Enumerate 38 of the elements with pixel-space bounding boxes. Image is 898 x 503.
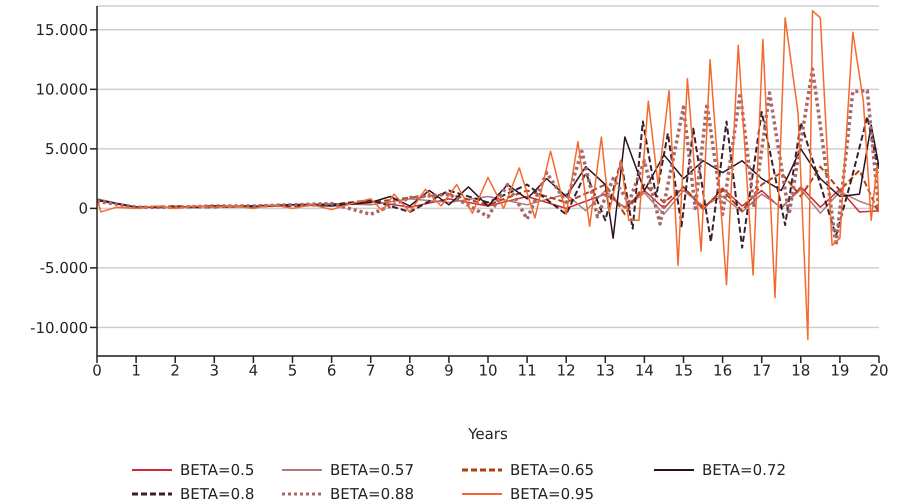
y-tick-label: 5.000: [45, 140, 88, 158]
legend-label: BETA=0.5: [180, 461, 254, 479]
y-tick-label: -5.000: [40, 259, 88, 278]
x-tick-label: 10: [478, 362, 498, 380]
x-tick-label: 14: [634, 362, 654, 380]
legend-label: BETA=0.72: [702, 461, 786, 479]
y-tick-label: 10.000: [36, 80, 88, 99]
x-tick-label: 11: [518, 362, 537, 380]
x-tick-label: 16: [713, 362, 732, 380]
y-tick-label: 0: [78, 200, 88, 218]
x-tick-label: 1: [131, 362, 141, 380]
line-series: [97, 67, 879, 248]
x-tick-label: 5: [288, 362, 298, 380]
x-tick-label: 19: [830, 362, 850, 380]
x-tick-label: 3: [210, 362, 220, 380]
y-tick-label: -10.000: [30, 318, 88, 337]
y-tick-label: 15.000: [36, 21, 88, 40]
x-tick-label: 18: [791, 362, 810, 380]
legend-label: BETA=0.88: [330, 485, 414, 503]
x-tick-label: 12: [556, 362, 576, 380]
legend-label: BETA=0.57: [330, 461, 414, 479]
legend-label: BETA=0.8: [180, 485, 254, 503]
x-tick-label: 13: [596, 362, 615, 380]
x-tick-label: 0: [92, 362, 102, 380]
x-tick-label: 7: [366, 362, 376, 380]
x-tick-label: 4: [248, 362, 258, 380]
legend-label: BETA=0.95: [510, 485, 594, 503]
x-tick-label: 17: [752, 362, 772, 380]
x-tick-label: 15: [674, 362, 694, 380]
x-tick-label: 2: [170, 362, 180, 380]
legend-label: BETA=0.65: [510, 461, 594, 479]
line-series: [97, 10, 879, 340]
x-tick-label: 20: [869, 362, 889, 380]
x-tick-label: 6: [326, 362, 336, 380]
x-tick-label: 9: [444, 362, 454, 380]
line-series: [97, 110, 879, 249]
x-tick-label: 8: [405, 362, 415, 380]
x-axis-title: Years: [467, 425, 508, 443]
